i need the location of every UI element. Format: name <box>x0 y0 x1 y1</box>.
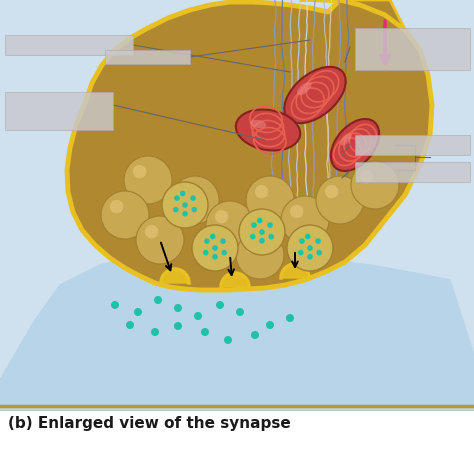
Circle shape <box>126 321 134 329</box>
Circle shape <box>171 176 219 224</box>
Circle shape <box>290 205 303 218</box>
Circle shape <box>182 202 188 208</box>
Circle shape <box>174 195 180 201</box>
Polygon shape <box>300 0 428 75</box>
Circle shape <box>255 185 268 198</box>
Circle shape <box>212 254 218 259</box>
Circle shape <box>216 301 224 309</box>
Circle shape <box>224 336 232 344</box>
Circle shape <box>190 195 196 201</box>
Circle shape <box>307 245 313 251</box>
Circle shape <box>192 225 238 271</box>
Circle shape <box>221 250 227 255</box>
Circle shape <box>220 238 226 244</box>
Circle shape <box>204 238 210 244</box>
Circle shape <box>281 196 329 244</box>
FancyBboxPatch shape <box>355 28 470 70</box>
Polygon shape <box>281 264 309 278</box>
Circle shape <box>111 301 119 309</box>
Circle shape <box>266 321 274 329</box>
Circle shape <box>317 250 322 255</box>
Circle shape <box>133 165 146 178</box>
Ellipse shape <box>250 120 266 128</box>
Circle shape <box>236 231 284 279</box>
FancyBboxPatch shape <box>355 135 470 155</box>
Circle shape <box>325 185 338 198</box>
Circle shape <box>212 245 218 251</box>
Polygon shape <box>221 273 249 287</box>
Circle shape <box>315 238 321 244</box>
Circle shape <box>173 207 179 212</box>
Circle shape <box>136 216 184 264</box>
Ellipse shape <box>297 82 311 95</box>
Circle shape <box>191 207 197 212</box>
Polygon shape <box>161 269 189 283</box>
Circle shape <box>201 328 209 336</box>
Circle shape <box>316 176 364 224</box>
Polygon shape <box>67 0 432 290</box>
Circle shape <box>268 234 274 239</box>
Bar <box>0 0 474 405</box>
Circle shape <box>215 210 228 223</box>
Circle shape <box>360 170 374 183</box>
Circle shape <box>307 254 313 259</box>
Ellipse shape <box>284 67 346 123</box>
Circle shape <box>250 234 255 239</box>
Circle shape <box>154 296 162 304</box>
Circle shape <box>210 234 216 239</box>
Circle shape <box>206 201 254 249</box>
Circle shape <box>180 185 193 198</box>
Circle shape <box>162 182 208 228</box>
Circle shape <box>251 331 259 339</box>
Circle shape <box>259 238 265 244</box>
Circle shape <box>174 304 182 312</box>
Circle shape <box>239 209 285 255</box>
Circle shape <box>203 250 209 255</box>
Circle shape <box>305 234 310 239</box>
Circle shape <box>287 225 333 271</box>
Circle shape <box>194 312 202 320</box>
Circle shape <box>145 225 158 238</box>
Circle shape <box>101 191 149 239</box>
FancyBboxPatch shape <box>5 92 113 130</box>
Circle shape <box>110 200 123 213</box>
Circle shape <box>182 211 188 216</box>
Circle shape <box>259 229 265 235</box>
Circle shape <box>134 308 142 316</box>
Text: (b) Enlarged view of the synapse: (b) Enlarged view of the synapse <box>8 416 291 431</box>
Circle shape <box>351 161 399 209</box>
Circle shape <box>298 250 304 255</box>
Circle shape <box>267 222 273 228</box>
Circle shape <box>174 322 182 330</box>
Circle shape <box>246 176 294 224</box>
Circle shape <box>124 156 172 204</box>
FancyBboxPatch shape <box>355 162 470 182</box>
FancyBboxPatch shape <box>105 50 190 64</box>
Ellipse shape <box>236 110 300 151</box>
Circle shape <box>286 314 294 322</box>
Ellipse shape <box>331 119 379 171</box>
Circle shape <box>251 222 257 228</box>
Polygon shape <box>0 252 474 410</box>
Circle shape <box>299 238 305 244</box>
FancyBboxPatch shape <box>5 35 133 55</box>
Polygon shape <box>305 0 390 65</box>
Circle shape <box>257 218 263 223</box>
Circle shape <box>180 191 185 196</box>
Circle shape <box>151 328 159 336</box>
Circle shape <box>236 308 244 316</box>
Circle shape <box>245 240 258 253</box>
Polygon shape <box>0 308 474 410</box>
Ellipse shape <box>340 133 352 146</box>
